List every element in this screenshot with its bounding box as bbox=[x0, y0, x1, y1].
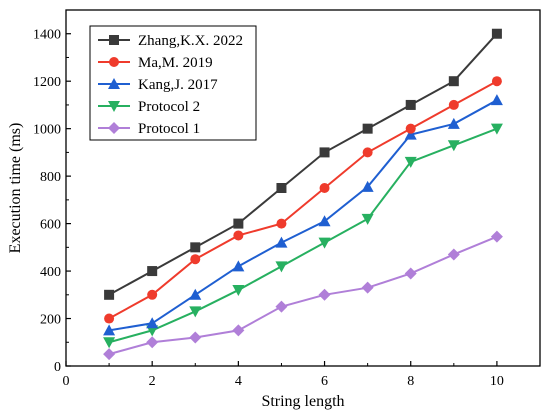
data-point bbox=[103, 348, 116, 361]
x-tick-label: 10 bbox=[490, 374, 504, 389]
data-point bbox=[232, 324, 245, 337]
data-point bbox=[362, 123, 373, 134]
y-tick-label: 1200 bbox=[33, 75, 61, 90]
x-tick-label: 0 bbox=[63, 374, 70, 389]
x-tick-label: 4 bbox=[235, 374, 242, 389]
data-point bbox=[103, 324, 116, 336]
data-point bbox=[447, 117, 460, 129]
legend-item: Protocol 1 bbox=[98, 121, 200, 137]
data-point bbox=[319, 183, 330, 193]
legend-label: Protocol 1 bbox=[138, 121, 200, 137]
series-line bbox=[108, 127, 498, 344]
data-point bbox=[318, 215, 331, 227]
data-point bbox=[405, 123, 416, 134]
data-point bbox=[318, 237, 331, 249]
data-point bbox=[189, 288, 202, 300]
legend-item: Zhang,K.X. 2022 bbox=[98, 33, 243, 49]
series-zhang-k-x-2022 bbox=[104, 28, 502, 300]
data-point bbox=[318, 288, 331, 301]
data-point bbox=[146, 336, 159, 349]
legend: Zhang,K.X. 2022 Ma,M. 2019 Kang,J. 2017 Pro… bbox=[89, 25, 257, 141]
data-point bbox=[232, 285, 245, 297]
series-line bbox=[108, 235, 498, 356]
data-point bbox=[275, 236, 288, 248]
data-point bbox=[146, 317, 159, 329]
data-point bbox=[447, 248, 460, 261]
plot-series bbox=[103, 28, 503, 361]
data-point bbox=[276, 218, 287, 229]
legend-item: Protocol 2 bbox=[98, 99, 200, 115]
legend-item: Ma,M. 2019 bbox=[98, 55, 213, 71]
data-point bbox=[361, 213, 374, 225]
legend-label: Kang,J. 2017 bbox=[138, 77, 218, 93]
legend-label: Zhang,K.X. 2022 bbox=[138, 33, 243, 49]
data-point bbox=[490, 94, 503, 106]
x-tick-label: 6 bbox=[321, 374, 328, 389]
y-tick-label: 600 bbox=[40, 218, 61, 233]
data-point bbox=[190, 242, 201, 253]
data-point bbox=[275, 261, 288, 273]
y-tick-label: 200 bbox=[40, 313, 61, 328]
data-point bbox=[448, 76, 459, 87]
data-point bbox=[232, 260, 245, 272]
data-point bbox=[447, 140, 460, 152]
data-point bbox=[104, 313, 115, 324]
data-point bbox=[404, 128, 417, 140]
y-tick-label: 1000 bbox=[33, 123, 61, 138]
data-point bbox=[147, 289, 158, 300]
plot-area-frame bbox=[65, 9, 541, 367]
legend-label: Ma,M. 2019 bbox=[138, 55, 213, 71]
data-point bbox=[404, 267, 417, 280]
data-point bbox=[147, 266, 158, 277]
series-line bbox=[108, 33, 498, 296]
legend-marker bbox=[109, 35, 119, 45]
legend-marker bbox=[108, 101, 120, 112]
data-point bbox=[491, 28, 502, 39]
series-line bbox=[108, 80, 498, 320]
data-point bbox=[490, 123, 503, 135]
data-point bbox=[189, 306, 202, 318]
series-ma-m-2019 bbox=[104, 76, 502, 324]
series-line bbox=[108, 99, 498, 332]
data-point bbox=[189, 331, 202, 344]
x-tick-label: 8 bbox=[407, 374, 414, 389]
data-point bbox=[490, 230, 503, 243]
axis-ticks: 0 2 4 6 8 10 0 200 400 600 800 1000 1200 1400 bbox=[33, 28, 504, 389]
legend-marker bbox=[109, 57, 119, 67]
data-point bbox=[362, 147, 373, 158]
legend-marker bbox=[108, 122, 120, 134]
legend-item: Kang,J. 2017 bbox=[98, 77, 218, 93]
x-tick-label: 2 bbox=[149, 374, 156, 389]
data-point bbox=[233, 230, 244, 241]
data-point bbox=[361, 180, 374, 192]
y-tick-label: 0 bbox=[54, 360, 61, 375]
data-point bbox=[405, 99, 416, 110]
data-point bbox=[276, 183, 287, 193]
data-point bbox=[190, 254, 201, 265]
y-tick-label: 400 bbox=[40, 265, 61, 280]
data-point bbox=[319, 147, 330, 158]
series-kang-j-2017 bbox=[103, 94, 503, 336]
series-protocol-1 bbox=[103, 230, 503, 361]
series-protocol-2 bbox=[103, 123, 503, 349]
legend-marker bbox=[108, 78, 120, 89]
data-point bbox=[491, 76, 502, 87]
data-point bbox=[233, 218, 244, 229]
y-axis-title: Execution time (ms) bbox=[7, 123, 24, 254]
data-point bbox=[361, 281, 374, 294]
y-tick-label: 1400 bbox=[33, 28, 61, 43]
data-point bbox=[404, 156, 417, 168]
x-axis-title: String length bbox=[261, 393, 344, 410]
data-point bbox=[104, 289, 115, 300]
legend-label: Protocol 2 bbox=[138, 99, 200, 115]
y-tick-label: 800 bbox=[40, 170, 61, 185]
data-point bbox=[448, 99, 459, 110]
data-point bbox=[103, 337, 116, 349]
data-point bbox=[275, 300, 288, 313]
